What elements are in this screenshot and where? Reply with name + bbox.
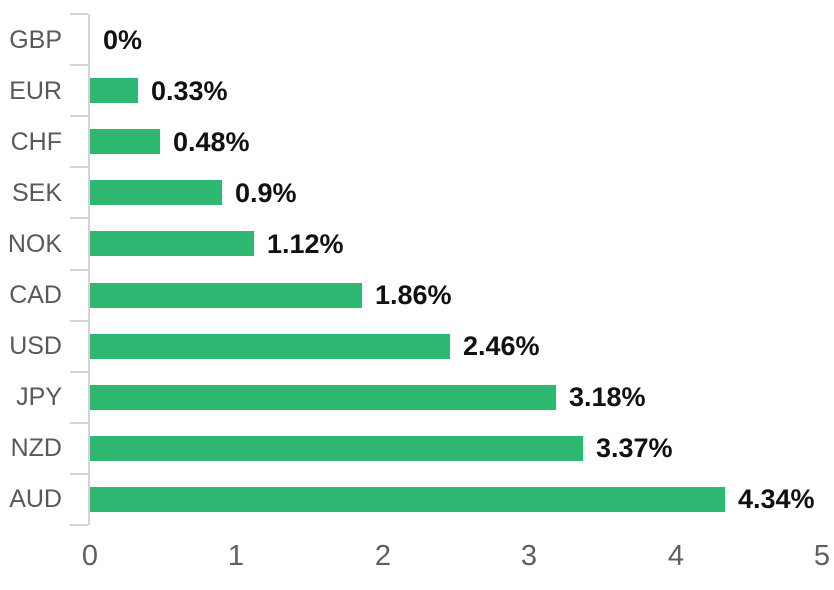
bar-value-label: 0% bbox=[103, 25, 143, 55]
y-axis-category-label: CHF bbox=[10, 128, 62, 156]
y-axis-tick bbox=[70, 64, 88, 66]
y-axis-tick bbox=[70, 524, 88, 526]
bar-value-label: 1.12% bbox=[267, 229, 344, 259]
y-axis-tick bbox=[70, 115, 88, 117]
bar-value-label: 1.86% bbox=[375, 280, 452, 310]
bar bbox=[90, 180, 222, 205]
bar-value-label: 3.18% bbox=[569, 382, 646, 412]
bar bbox=[90, 231, 254, 256]
bar bbox=[90, 487, 725, 512]
y-axis-category-label: USD bbox=[9, 332, 62, 360]
x-axis-tick-label: 2 bbox=[374, 540, 392, 572]
y-axis-category-label: NOK bbox=[7, 230, 62, 258]
y-axis-category-label: AUD bbox=[9, 485, 62, 513]
bar bbox=[90, 334, 450, 359]
y-axis-category-label: GBP bbox=[9, 26, 62, 54]
y-axis-tick bbox=[70, 422, 88, 424]
bar bbox=[90, 283, 362, 308]
y-axis-category-label: JPY bbox=[16, 383, 62, 411]
bar-value-label: 0.9% bbox=[235, 178, 297, 208]
bar-value-label: 0.48% bbox=[173, 127, 250, 157]
y-axis-category-label: EUR bbox=[9, 77, 62, 105]
y-axis-tick bbox=[70, 320, 88, 322]
bar-value-label: 4.34% bbox=[738, 484, 815, 514]
y-axis-tick bbox=[70, 217, 88, 219]
y-axis-tick bbox=[70, 13, 88, 15]
bar bbox=[90, 129, 160, 154]
y-axis-tick bbox=[70, 473, 88, 475]
bar bbox=[90, 385, 556, 410]
y-axis-tick bbox=[70, 166, 88, 168]
bar-value-label: 0.33% bbox=[151, 76, 228, 106]
y-axis-tick bbox=[70, 371, 88, 373]
y-axis-line bbox=[88, 14, 90, 525]
x-axis-tick-label: 5 bbox=[813, 540, 831, 572]
x-axis-tick-label: 4 bbox=[667, 540, 685, 572]
bar-value-label: 2.46% bbox=[463, 331, 540, 361]
x-axis-tick-label: 1 bbox=[227, 540, 245, 572]
bar-value-label: 3.37% bbox=[596, 433, 673, 463]
y-axis-category-label: NZD bbox=[10, 434, 62, 462]
x-axis-tick-label: 0 bbox=[81, 540, 99, 572]
x-axis-tick-label: 3 bbox=[520, 540, 538, 572]
bar bbox=[90, 436, 583, 461]
y-axis-tick bbox=[70, 269, 88, 271]
bar bbox=[90, 78, 138, 103]
y-axis-category-label: CAD bbox=[9, 281, 62, 309]
y-axis-category-label: SEK bbox=[11, 179, 62, 207]
